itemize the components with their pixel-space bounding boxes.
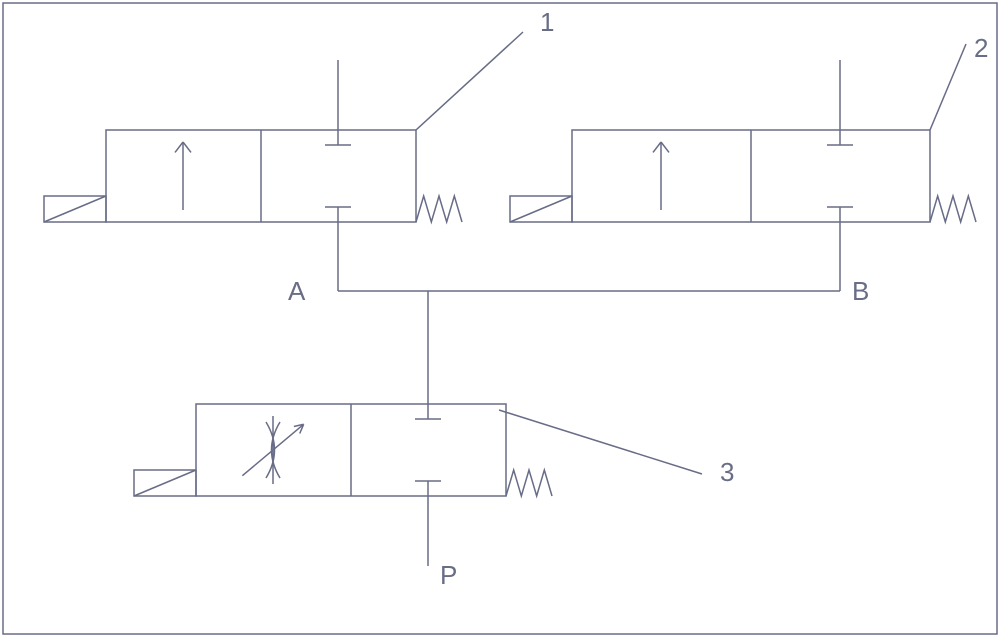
diagram-label-labelA: A: [288, 276, 305, 307]
diagram-label-label3: 3: [720, 457, 734, 488]
diagram-label-labelP: P: [440, 560, 457, 591]
diagram-label-labelB: B: [852, 276, 869, 307]
diagram-label-label1: 1: [540, 7, 554, 38]
pneumatic-diagram: [0, 0, 1000, 637]
diagram-label-label2: 2: [974, 33, 988, 64]
